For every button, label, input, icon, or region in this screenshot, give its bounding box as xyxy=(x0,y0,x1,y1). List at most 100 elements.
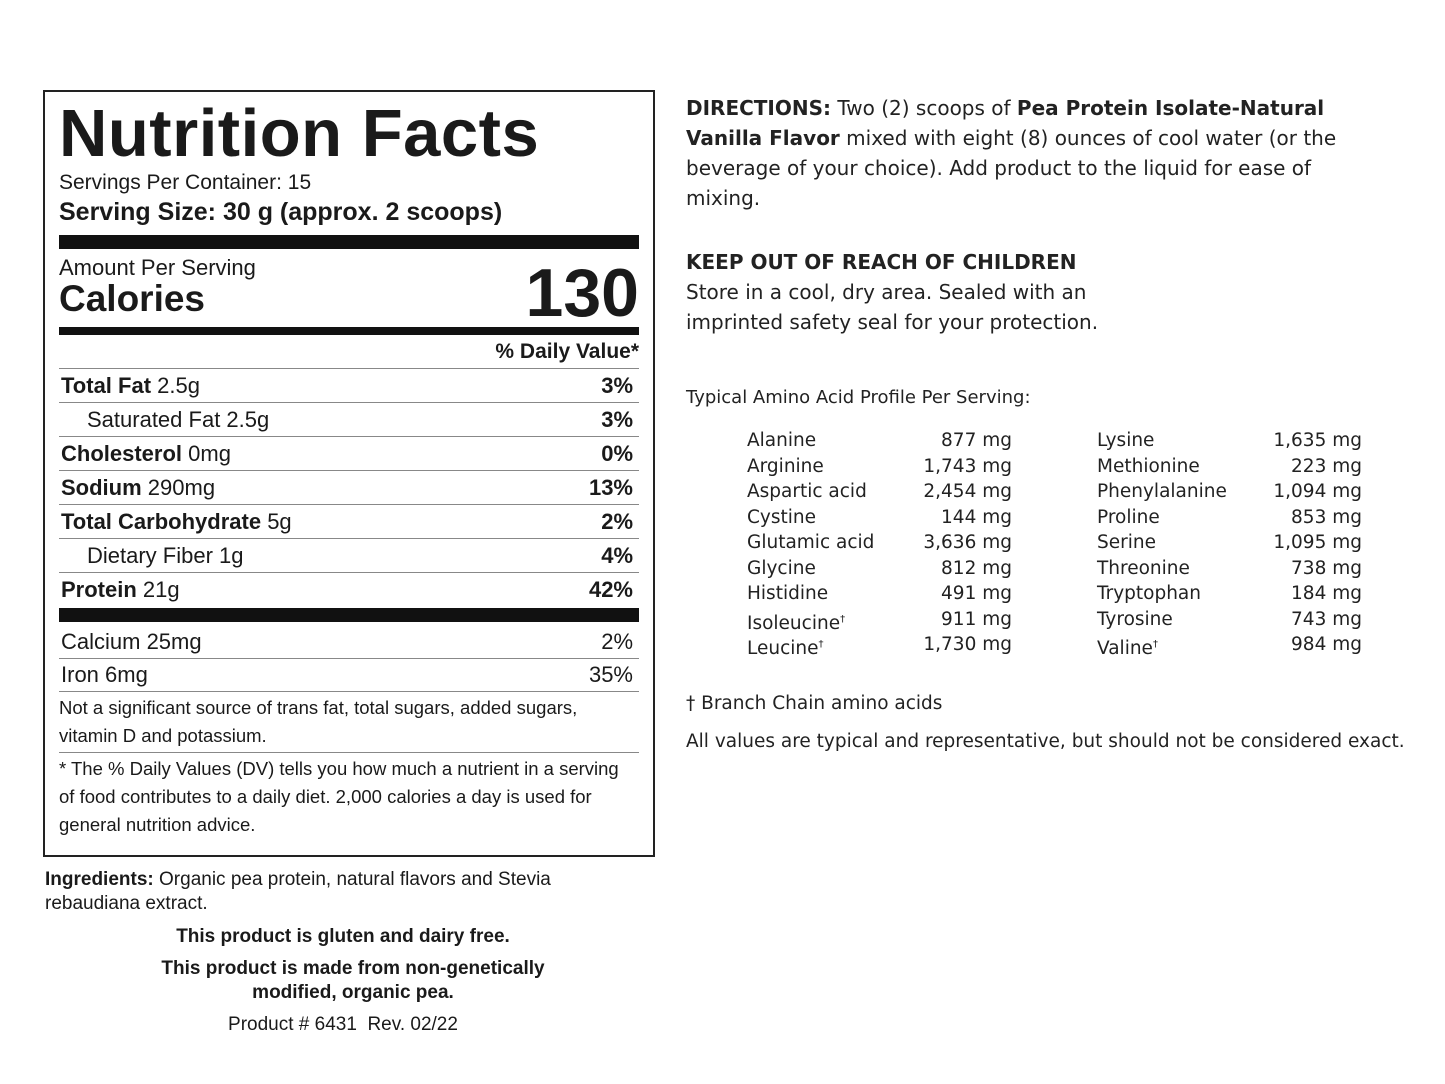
amino-name: Serine xyxy=(1097,530,1156,555)
nutrient-dv: 3% xyxy=(601,373,633,398)
nutrient-amount: 2.5g xyxy=(157,373,200,398)
amino-name-text: Leucine xyxy=(747,638,819,660)
sub-nutrient-row: Dietary Fiber 1g 4% xyxy=(59,539,639,573)
nutrient-name: Protein xyxy=(61,577,137,602)
amount-per-serving: Amount Per Serving xyxy=(59,255,256,280)
amino-name: Leucine† xyxy=(747,632,824,661)
directions: DIRECTIONS: Two (2) scoops of Pea Protei… xyxy=(686,93,1366,213)
ingredients-label: Ingredients: xyxy=(45,869,154,890)
nutrient-name: Sodium xyxy=(61,475,142,500)
amino-name-text: Alanine xyxy=(747,430,817,451)
nutrient-row: Total Carbohydrate 5g 2% xyxy=(59,505,639,539)
amino-amount: 184 mg xyxy=(1291,583,1362,604)
nutrient-dv: 4% xyxy=(601,543,633,568)
amino-amount: 1,635 mg xyxy=(1273,430,1362,451)
rule xyxy=(59,608,639,622)
rule xyxy=(59,235,639,249)
amino-amount: 877 mg xyxy=(941,430,1012,451)
amino-name: Methionine xyxy=(1097,454,1200,479)
nutrient-amount: 290mg xyxy=(147,475,216,500)
disclaimer: All values are typical and representativ… xyxy=(686,731,1405,752)
footnote: Not a significant source of trans fat, t… xyxy=(59,691,639,752)
amino-amount: 1,094 mg xyxy=(1273,481,1362,502)
amino-name-text: Aspartic acid xyxy=(747,481,867,502)
nutrient-amount: 0mg xyxy=(188,441,231,466)
nutrient-dv: 2% xyxy=(601,509,633,534)
amino-name: Histidine xyxy=(747,581,828,606)
amino-name-text: Isoleucine xyxy=(747,612,841,634)
nutrient-name: Dietary Fiber 1g xyxy=(87,543,244,568)
nutrient-amount: 21g xyxy=(142,577,180,602)
amino-name-text: Tryptophan xyxy=(1097,583,1201,604)
nutrient-dv: 42% xyxy=(588,577,633,602)
nutrient-row: Cholesterol 0mg 0% xyxy=(59,437,639,471)
amino-name-text: Glycine xyxy=(747,557,816,579)
amino-amount: 2,454 mg xyxy=(923,481,1012,502)
product-name: Pea Protein Isolate-Natural Vanilla Flav… xyxy=(686,96,1325,150)
amino-name: Threonine xyxy=(1097,556,1190,581)
footnote: * The % Daily Values (DV) tells you how … xyxy=(59,752,639,841)
nutrient-name: Total Carbohydrate xyxy=(61,509,262,534)
statement: This product is made from non-geneticall… xyxy=(161,958,545,1003)
calories-label: Calories xyxy=(59,278,206,319)
nutrient-dv: 13% xyxy=(588,475,633,500)
mineral-row: Iron 6mg 35% xyxy=(59,659,639,691)
amino-name-text: Cystine xyxy=(747,506,817,528)
amino-name: Glutamic acid xyxy=(747,530,874,555)
nutrient-dv: 3% xyxy=(601,407,633,432)
amino-amount: 853 mg xyxy=(1291,506,1362,528)
amino-name: Isoleucine† xyxy=(747,607,845,636)
directions-text: mixed with eight (8) ounces of cool wate… xyxy=(686,126,1337,210)
amino-name: Valine† xyxy=(1097,632,1158,661)
amino-name-text: Histidine xyxy=(747,583,829,604)
nutrient-name: Cholesterol xyxy=(61,441,183,466)
amino-name: Tyrosine xyxy=(1097,607,1173,632)
nutrient-list: Total Fat 2.5g 3% Saturated Fat 2.5g 3% Chol… xyxy=(59,369,639,606)
mineral-row: Calcium 25mg 2% xyxy=(59,626,639,659)
nutrient-name-group: Cholesterol 0mg xyxy=(61,437,231,470)
warning-title: KEEP OUT OF REACH OF CHILDREN xyxy=(686,250,1077,274)
amino-name-text: Methionine xyxy=(1097,455,1200,477)
amino-note: † xyxy=(840,613,846,625)
nutrient-name-group: Total Fat 2.5g xyxy=(61,369,200,402)
amino-title: Typical Amino Acid Profile Per Serving: xyxy=(686,387,1031,408)
amino-name-text: Serine xyxy=(1097,532,1156,553)
amino-name-text: Phenylalanine xyxy=(1097,481,1227,502)
directions-text: Two (2) scoops of xyxy=(837,96,1011,120)
nutrient-name-group: Total Carbohydrate 5g xyxy=(61,505,292,538)
warning-text: Store in a cool, dry area. Sealed with a… xyxy=(686,280,1099,334)
dv-header: % Daily Value* xyxy=(59,335,639,369)
amino-name: Lysine xyxy=(1097,428,1154,453)
nutrition-panel: Nutrition Facts Servings Per Container: … xyxy=(43,90,655,857)
amino-amount: 3,636 mg xyxy=(923,532,1012,553)
statement: This product is gluten and dairy free. xyxy=(176,926,510,947)
amino-name-text: Valine xyxy=(1097,638,1153,660)
amino-note: † xyxy=(818,639,824,650)
servings: Servings Per Container: 15 xyxy=(59,171,312,194)
mineral-list: Calcium 25mg 2% Iron 6mg 35% xyxy=(59,626,639,691)
amino-amount: 1,743 mg xyxy=(923,455,1012,477)
panel-title: Nutrition Facts xyxy=(59,96,540,171)
calories-value: 130 xyxy=(525,255,639,331)
amino-name-text: Threonine xyxy=(1097,557,1190,579)
amino-amount: 491 mg xyxy=(941,583,1012,604)
nutrient-name: Saturated Fat 2.5g xyxy=(87,407,270,432)
branch-note: † Branch Chain amino acids xyxy=(686,693,943,714)
nutrient-name-group: Protein 21g xyxy=(61,573,180,606)
product-code: Product # 6431 Rev. 02/22 xyxy=(228,1014,458,1035)
amino-name: Phenylalanine xyxy=(1097,479,1227,504)
amino-name: Alanine xyxy=(747,428,816,453)
amino-name-text: Arginine xyxy=(747,455,824,477)
nutrient-row: Protein 21g 42% xyxy=(59,573,639,606)
amino-amount: 812 mg xyxy=(941,557,1012,579)
nutrient-row: Total Fat 2.5g 3% xyxy=(59,369,639,403)
amino-amount: 984 mg xyxy=(1291,634,1362,655)
amino-name-text: Glutamic acid xyxy=(747,532,875,553)
nutrient-row: Sodium 290mg 13% xyxy=(59,471,639,505)
amino-name: Cystine xyxy=(747,505,816,530)
amino-name-text: Proline xyxy=(1097,506,1160,528)
amino-amount: 1,095 mg xyxy=(1273,532,1362,553)
ingredients: Ingredients: Organic pea protein, natura… xyxy=(45,868,615,916)
rule xyxy=(59,327,639,335)
amino-name: Aspartic acid xyxy=(747,479,867,504)
